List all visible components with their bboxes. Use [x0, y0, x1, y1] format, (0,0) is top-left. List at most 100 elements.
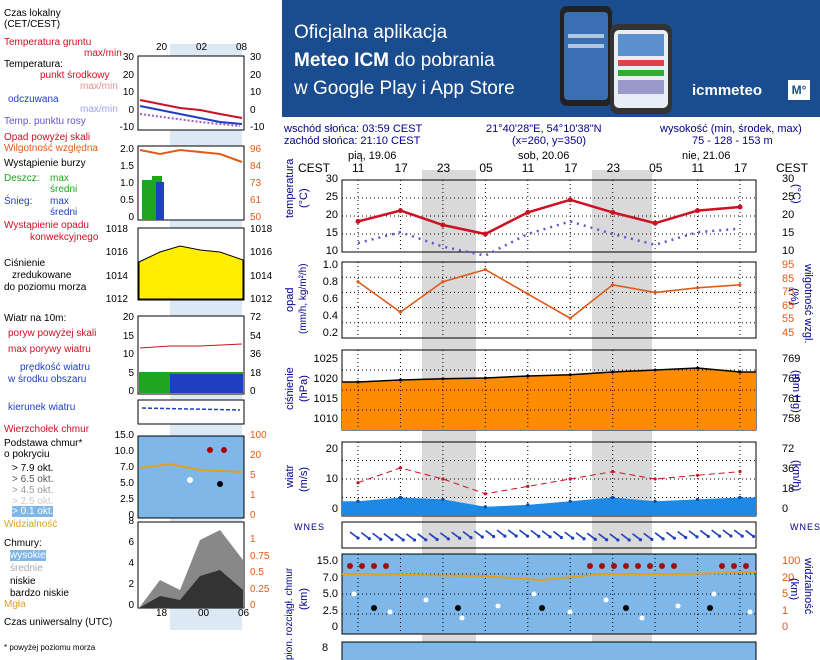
wind-arrow-head-35	[751, 534, 756, 539]
cloud-top-dot-2	[371, 563, 377, 569]
cloud-base-dark-23	[623, 605, 629, 611]
wind-arrow-head-27	[661, 537, 665, 541]
wind-arrow-head-30	[695, 535, 699, 539]
legend-okt-1: > 7.9 okt.	[12, 463, 54, 474]
legend-snow-max: max	[50, 196, 69, 207]
legend-pressure-2: zredukowane	[12, 270, 72, 281]
pressure-point-3	[483, 376, 487, 380]
precip-tick-left-4: 0.2	[322, 327, 338, 339]
wind-arrow-14	[507, 529, 517, 537]
legend-pres-right-1: 1016	[250, 247, 273, 259]
temp-panel-frame	[341, 179, 757, 253]
cloud-base-dark-2	[371, 605, 377, 611]
wind-arrow-33	[722, 529, 732, 537]
gust-point-0	[356, 481, 360, 485]
wind-arrow-23	[609, 533, 619, 541]
wind-point-8	[695, 497, 700, 501]
temp-point-8	[695, 208, 701, 214]
wind-arrow-32	[711, 529, 721, 537]
humidity-point-5	[568, 316, 572, 320]
legend-temp-left-3: 0	[128, 104, 134, 116]
wind-arrow-head-33	[729, 534, 733, 538]
wind-point-3	[483, 505, 487, 509]
wind-point-7	[653, 499, 657, 503]
wind-arrow-head-8	[446, 537, 450, 541]
cloud-base-dot-12	[495, 603, 501, 609]
dir-letters-left: WNES	[294, 522, 325, 532]
banner-line3: w Google Play i App Store	[294, 78, 515, 99]
cloud-top-dot-21	[599, 563, 605, 569]
legend-clouds-left-2: 4	[128, 558, 134, 569]
hour-label-0: 11	[352, 161, 365, 175]
bottom-cloud-panel	[341, 641, 757, 660]
temp-tick-right-1: 25	[782, 191, 795, 203]
cloud-top-dot-25	[647, 563, 653, 569]
temp-tick-right-4: 10	[782, 245, 795, 257]
windk-axis-unit: (km/h)	[790, 460, 802, 492]
hum-tick-right-2: 75	[782, 286, 795, 299]
wind-arrow-head-12	[492, 534, 496, 539]
legend-very-low: bardzo niskie	[10, 588, 69, 599]
pres-tick-left-3: 1010	[313, 413, 338, 425]
precip-tick-left-0: 1.0	[322, 259, 338, 271]
wind-arrow-26	[643, 532, 653, 541]
cloud-tick-left-0: 15.0	[316, 555, 338, 567]
legend-wind-avg: prędkość wiatru	[20, 362, 91, 373]
cloud-base-dot-6	[423, 597, 429, 603]
height-title: wysokość (min, środek, max)	[660, 123, 802, 135]
legend-pres-left-1: 1016	[105, 247, 128, 259]
utc-tick-2: 00	[198, 608, 210, 619]
hour-label-7: 05	[649, 161, 663, 175]
gust-point-7	[653, 477, 657, 481]
pres-tick-left-1: 1020	[313, 373, 338, 385]
wind-arrow-0	[349, 531, 359, 539]
legend-cloud-left-0: 15.0	[114, 430, 134, 441]
legend-utc: Czas uniwersalny (UTC)	[4, 617, 113, 628]
legend-storm: Wystąpienie burzy	[4, 158, 86, 169]
presmm-tick-right-1: 765	[782, 373, 801, 385]
cloud-top-dot-33	[743, 563, 749, 569]
cloud-base-dot-24	[639, 615, 645, 621]
wind-arrow-13	[496, 529, 506, 537]
humidity-point-4	[526, 292, 530, 296]
legend-wind-avg-2: w środku obszaru	[8, 374, 87, 385]
cloud-base-dot-33	[747, 609, 753, 615]
brand-logo: icmmeteo	[692, 82, 763, 99]
temp-series-line	[357, 198, 741, 236]
winddir-panel-frame	[341, 521, 757, 549]
promo-banner[interactable]: Oficjalna aplikacja Meteo ICM do pobrani…	[282, 0, 820, 117]
legend-cloud-base: Podstawa chmur*	[4, 438, 83, 449]
hum-axis-label: wilgotność wzgl.	[802, 264, 814, 344]
wind-arrow-9	[451, 531, 461, 539]
humidity-point-6	[611, 283, 615, 287]
cloud-base-dot-30	[711, 591, 717, 597]
wind-point-6	[611, 495, 615, 500]
temp-tick-right-0: 30	[782, 173, 795, 185]
wind-arrow-22	[598, 533, 608, 541]
legend-precip-left-1: 1.5	[120, 161, 134, 172]
cloud-top-dot-0	[347, 563, 353, 569]
temp-point-2	[440, 222, 446, 228]
wind-arrow-head-34	[740, 534, 744, 538]
legend-local-time-2: (CET/CEST)	[4, 19, 61, 30]
pressure-point-9	[738, 370, 742, 374]
legend-temp-mid-2: max/min	[80, 81, 118, 92]
cloud-top-dot-22	[611, 563, 617, 569]
precip-tick-left-2: 0.6	[322, 293, 338, 305]
legend-temp-right-3: 0	[250, 104, 256, 116]
wind-arrow-34	[733, 529, 743, 537]
legend-mid: średnie	[10, 563, 43, 574]
legend-temp-right-0: 30	[250, 52, 262, 63]
wind-arrow-15	[519, 529, 528, 537]
wind-arrow-21	[586, 532, 596, 540]
gust-point-9	[738, 470, 742, 474]
wind-arrow-head-6	[424, 538, 428, 542]
sunrise-text: wschód słońca: 03:59 CEST	[284, 123, 423, 135]
local-tick-2: 02	[196, 42, 208, 53]
legend-wind-panel	[137, 315, 245, 395]
legend-okt-2: > 6.5 okt.	[12, 474, 54, 485]
cloud-top-dot-27	[671, 563, 677, 569]
wind-arrow-head-26	[650, 537, 654, 541]
temp-panel	[341, 179, 757, 257]
hum-tick-right-5: 45	[782, 327, 795, 339]
